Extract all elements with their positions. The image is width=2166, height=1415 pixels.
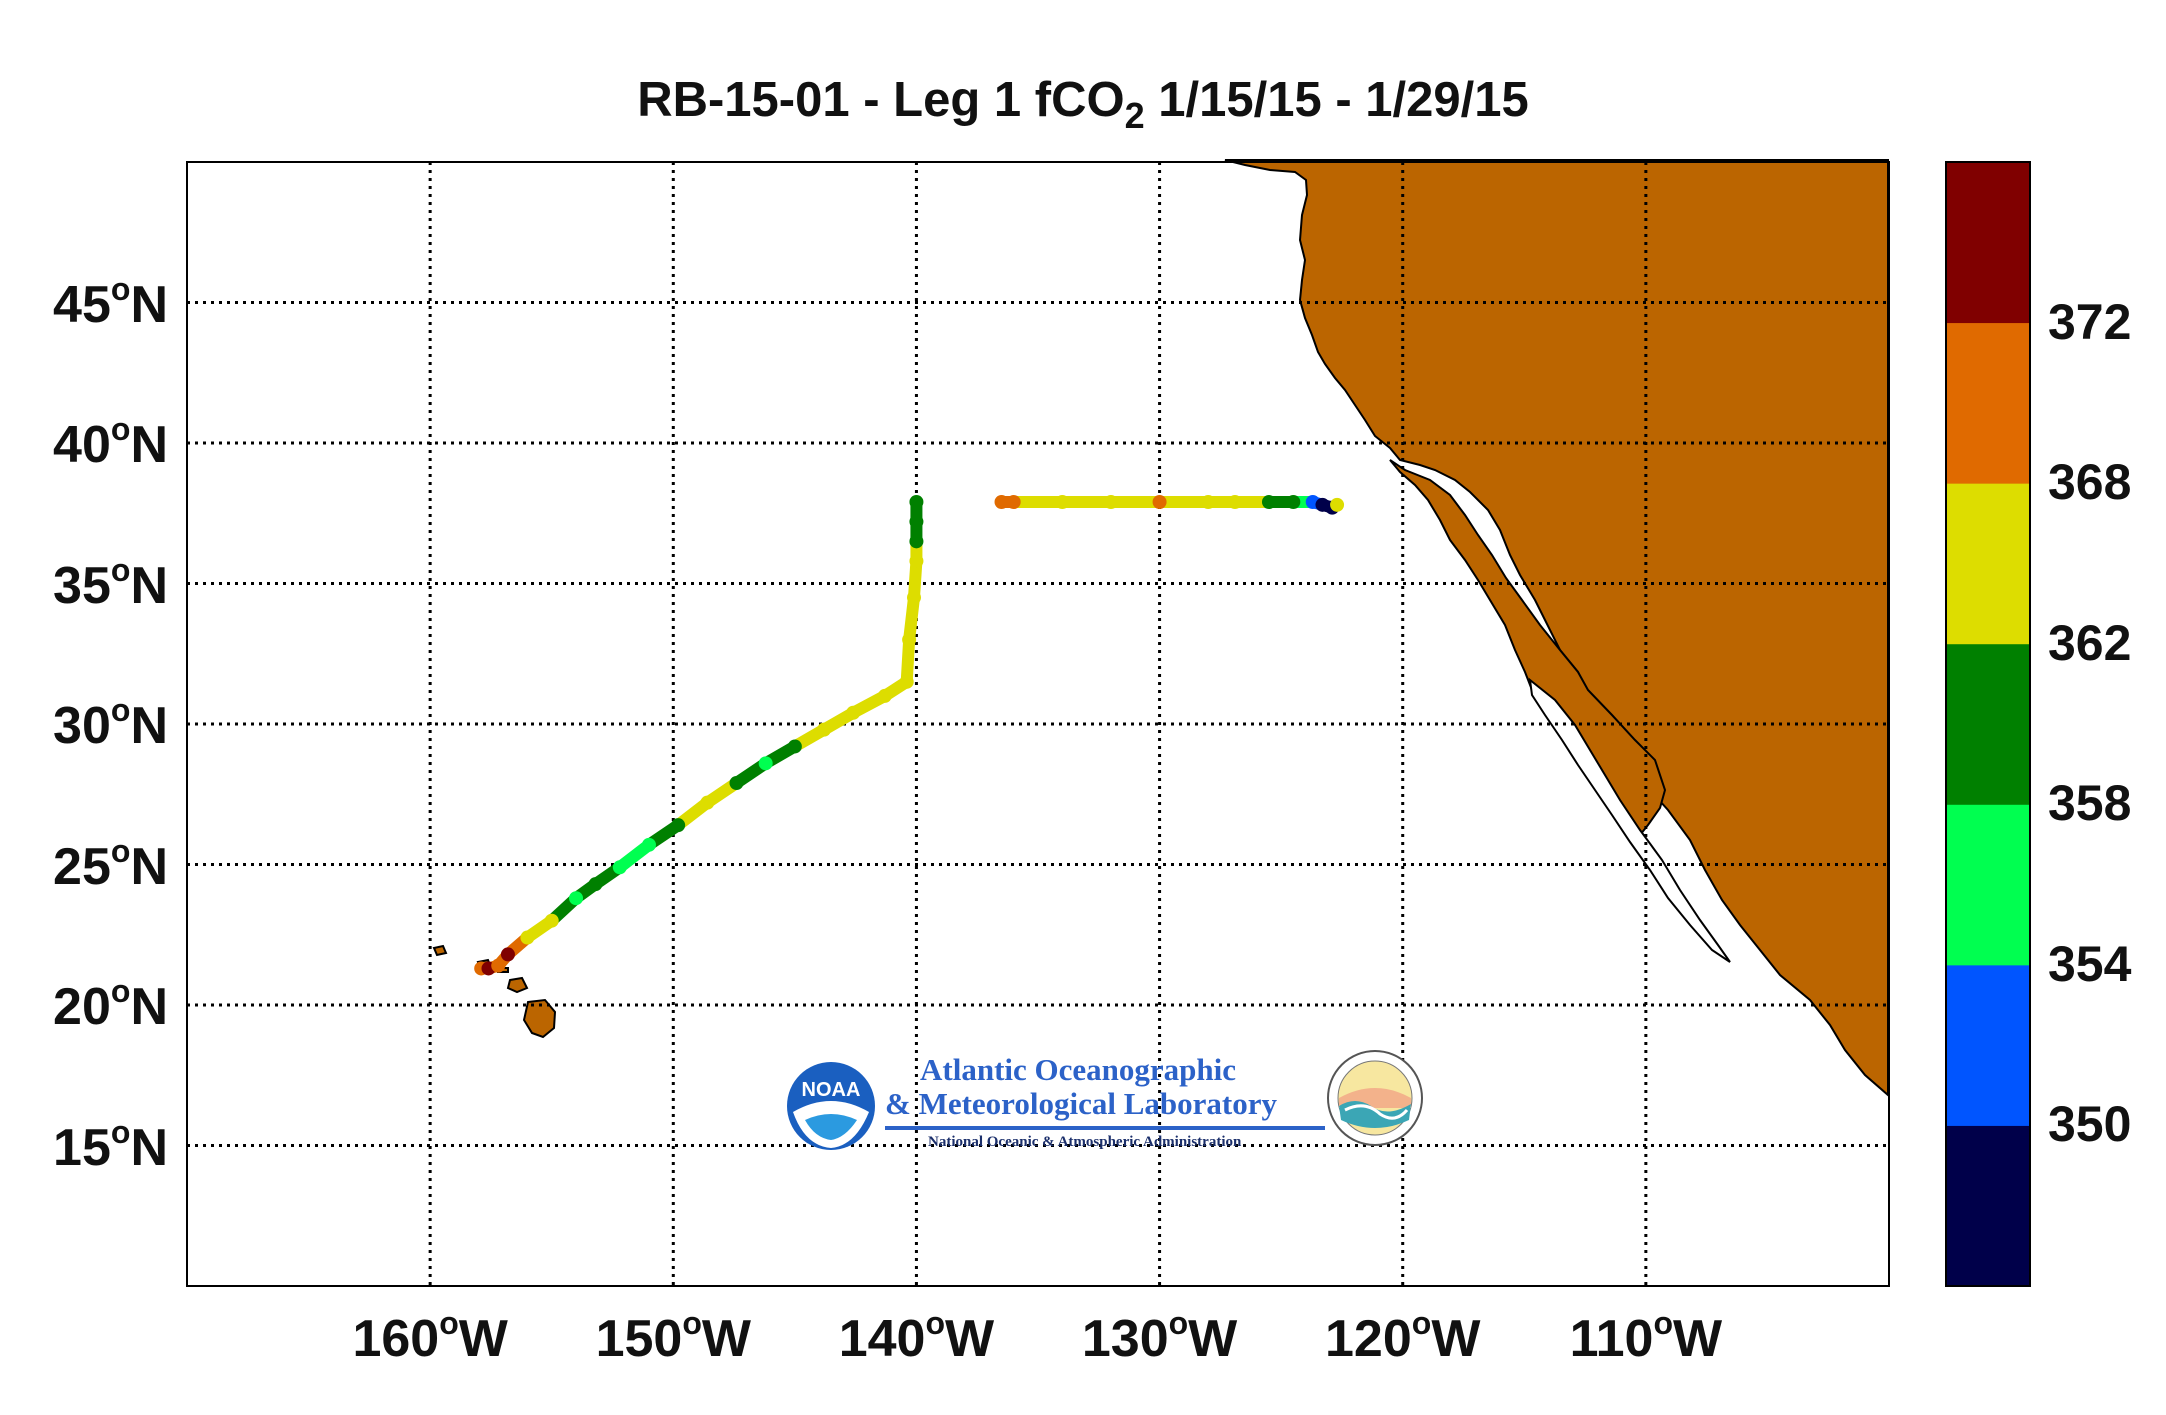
track-point <box>500 947 515 962</box>
cruise-track <box>474 495 1345 976</box>
plot-frame <box>186 161 1890 1287</box>
track-point <box>1006 495 1021 510</box>
colorbar-label: 362 <box>2048 614 2132 671</box>
title-subscript: 2 <box>1124 95 1145 136</box>
track-point <box>758 756 773 771</box>
lat-tick-label: 20oN <box>53 973 168 1036</box>
chart-title: RB-15-01 - Leg 1 fCO2 1/15/15 - 1/29/15 <box>0 72 2166 137</box>
logo-rule <box>885 1126 1325 1130</box>
lat-tick-label: 30oN <box>53 692 168 755</box>
aoml-logo: NOAA Atlantic Oceanographic & Meteorolog… <box>785 1048 1435 1178</box>
logo-line-3: National Oceanic & Atmospheric Administr… <box>928 1134 1242 1150</box>
track-point <box>1103 495 1118 510</box>
track-point <box>906 590 921 605</box>
track-point <box>641 837 656 852</box>
colorbar-swatch <box>1946 804 2030 966</box>
track-point <box>729 776 744 791</box>
land-north-america <box>1224 159 1889 1098</box>
colorbar-frame <box>1945 161 2031 1287</box>
track-point <box>612 860 627 875</box>
lat-tick-label: 40oN <box>53 411 168 474</box>
lon-tick-label: 120oW <box>1325 1305 1481 1368</box>
colorbar-swatch <box>1946 483 2030 645</box>
track-point <box>569 891 584 906</box>
svg-text:NOAA: NOAA <box>802 1079 861 1101</box>
track-point <box>671 818 686 833</box>
lat-tick-label: 25oN <box>53 832 168 896</box>
colorbar-swatch <box>1946 322 2030 484</box>
graticule <box>187 162 1889 1286</box>
aoml-seal-icon <box>1327 1050 1423 1146</box>
track-point <box>909 534 924 549</box>
colorbar-label: 350 <box>2048 1096 2132 1153</box>
track-point <box>520 930 535 945</box>
track-point <box>994 495 1009 510</box>
track-point <box>1152 495 1167 510</box>
title-main: RB-15-01 - Leg 1 fCO <box>637 73 1125 127</box>
track-point <box>1201 495 1216 510</box>
lat-tick-label: 35oN <box>53 551 168 615</box>
island-maui <box>506 976 529 994</box>
track-point <box>1330 497 1345 512</box>
lon-tick-label: 140oW <box>838 1305 995 1368</box>
colorbar-label: 358 <box>2048 775 2132 832</box>
track-segment <box>900 633 916 688</box>
track-point <box>846 705 861 720</box>
lon-tick-label: 110oW <box>1569 1305 1723 1368</box>
track-point <box>787 739 802 754</box>
track-point <box>909 514 924 529</box>
track-point <box>1261 495 1276 510</box>
colorbar-swatch <box>1946 1125 2030 1287</box>
lon-tick-label: 160oW <box>352 1305 508 1368</box>
lat-tick-label: 45oN <box>53 270 168 334</box>
colorbar-swatch <box>1946 964 2030 1126</box>
track-point <box>1227 495 1242 510</box>
noaa-logo-icon: NOAA <box>787 1062 875 1150</box>
island-kauai <box>432 944 448 957</box>
track-point <box>899 674 914 689</box>
colorbar-label: 368 <box>2048 454 2132 511</box>
lat-tick-label: 15oN <box>53 1113 168 1177</box>
logo-line-2: & Meteorological Laboratory <box>885 1086 1277 1121</box>
colorbar-label: 354 <box>2048 935 2132 992</box>
track-point <box>588 877 603 892</box>
track-point <box>1055 495 1070 510</box>
track-point <box>902 632 917 647</box>
track-point <box>491 958 506 973</box>
logo-line-1: Atlantic Oceanographic <box>920 1052 1236 1087</box>
title-dates: 1/15/15 - 1/29/15 <box>1144 73 1529 127</box>
track-point <box>909 554 924 569</box>
colorbar-label: 372 <box>2048 293 2132 350</box>
colorbar-swatch <box>1946 643 2030 805</box>
track-point <box>817 722 832 737</box>
lon-tick-label: 130oW <box>1081 1305 1238 1368</box>
track-point <box>700 795 715 810</box>
track-point <box>1286 495 1301 510</box>
track-point <box>877 688 892 703</box>
island-hawaii <box>522 998 557 1039</box>
track-segment <box>903 591 920 646</box>
colorbar <box>1946 162 2030 1287</box>
gulf-of-california <box>1528 677 1731 963</box>
track-point <box>909 495 924 510</box>
colorbar-swatch <box>1946 162 2030 324</box>
lon-tick-label: 150oW <box>595 1305 751 1368</box>
track-point <box>544 913 559 928</box>
